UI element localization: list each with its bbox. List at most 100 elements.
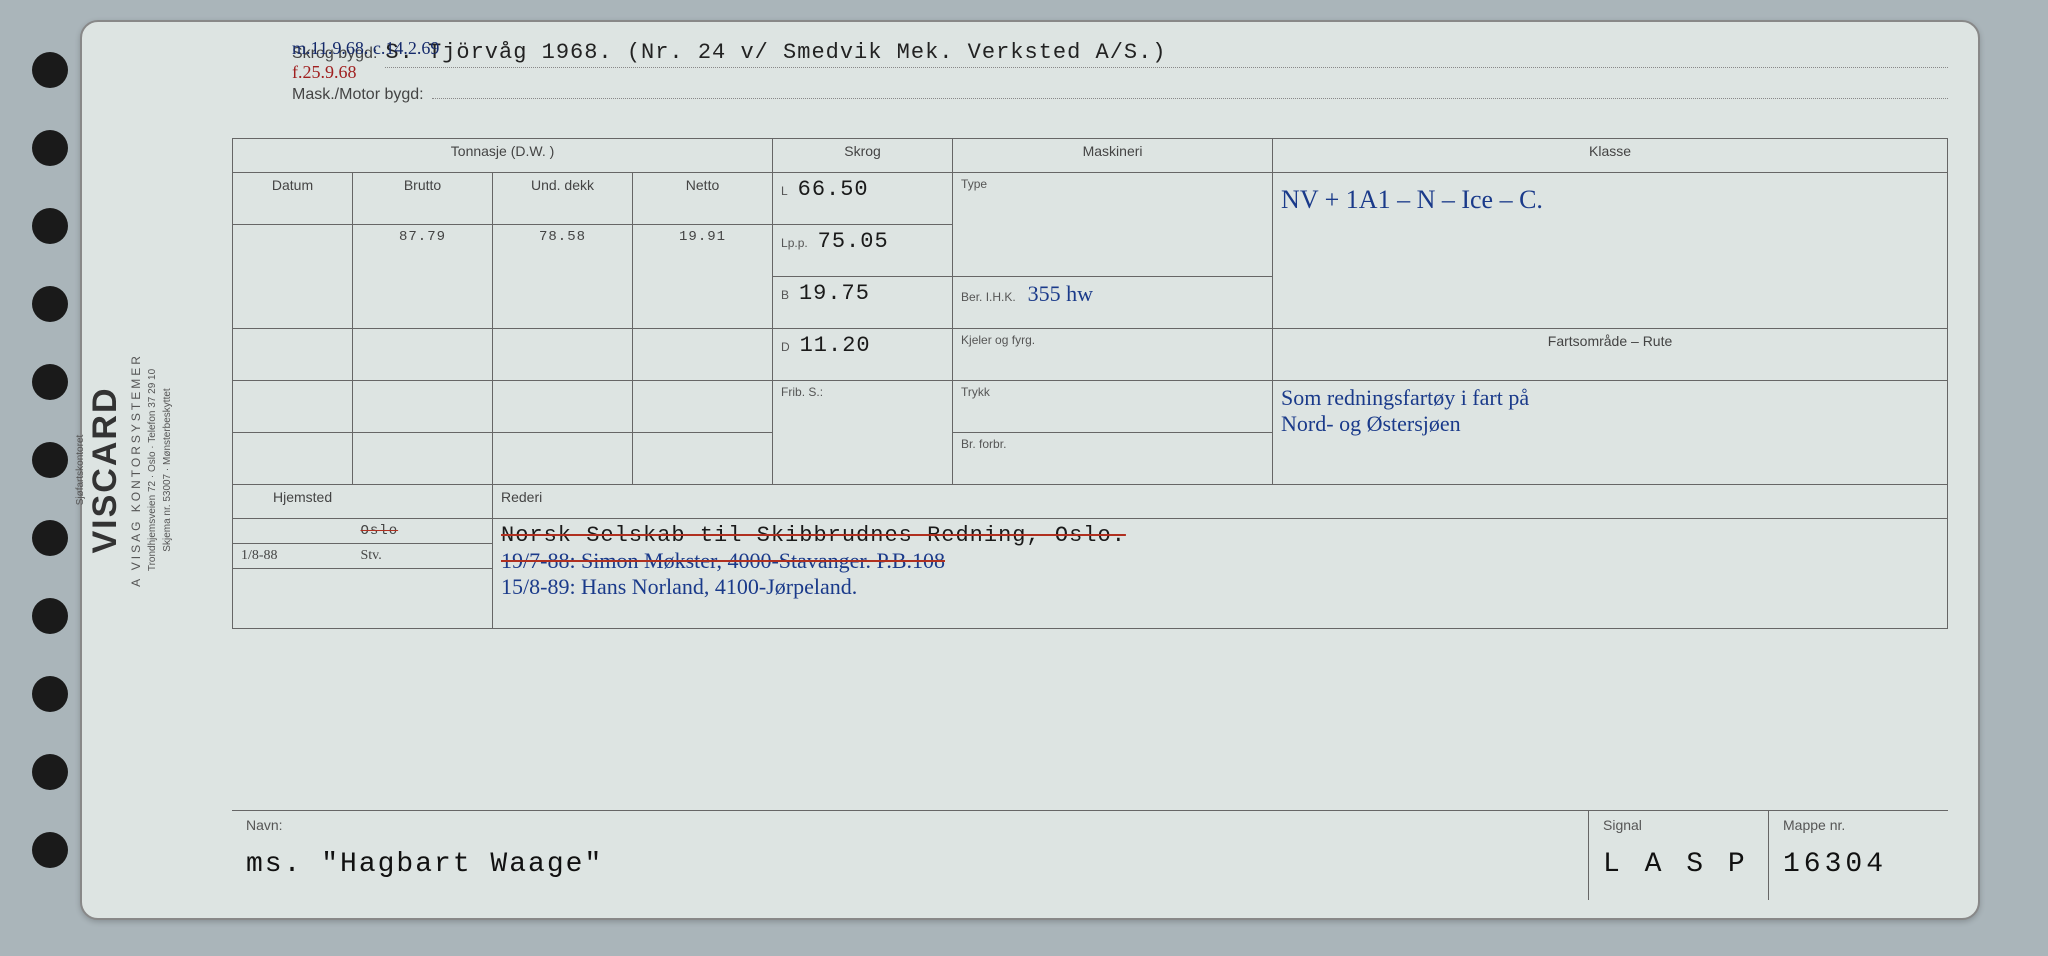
brutto-value: 87.79 — [353, 225, 493, 329]
empty-cell — [353, 329, 493, 381]
hjemsted-date-1 — [233, 519, 353, 544]
ber-ihk-label: Ber. I.H.K. — [961, 290, 1016, 304]
navn-cell: Navn: ms. "Hagbart Waage" — [232, 811, 1588, 900]
ber-ihk-cell: Ber. I.H.K. 355 hw — [953, 277, 1273, 329]
hole — [32, 598, 68, 634]
mappe-label: Mappe nr. — [1783, 817, 1934, 833]
br-forbr-label: Br. forbr. — [961, 437, 1264, 451]
netto-header: Netto — [633, 173, 773, 225]
trykk-cell: Trykk — [953, 381, 1273, 433]
und-dekk-value: 78.58 — [493, 225, 633, 329]
empty-cell — [353, 569, 493, 629]
main-table: Tonnasje (D.W. ) Skrog Maskineri Klasse … — [232, 138, 1948, 629]
D-value: 11.20 — [800, 333, 871, 358]
brand-logo: VISCARD — [86, 120, 125, 820]
hole — [32, 676, 68, 712]
empty-cell — [493, 381, 633, 433]
skrog-B-cell: B 19.75 — [773, 277, 953, 329]
skrog-bygd-value: S. Tjörvåg 1968. (Nr. 24 v/ Smedvik Mek.… — [385, 40, 1948, 68]
D-prefix: D — [781, 340, 790, 354]
rederi-line3: 15/8-89: Hans Norland, 4100-Jørpeland. — [501, 574, 1939, 600]
L-prefix: L — [781, 184, 788, 198]
bottom-row: Navn: ms. "Hagbart Waage" Signal L A S P… — [232, 810, 1948, 900]
signal-label: Signal — [1603, 817, 1754, 833]
skrog-Lpp-cell: Lp.p. 75.05 — [773, 225, 953, 277]
netto-value: 19.91 — [633, 225, 773, 329]
empty-cell — [233, 433, 353, 485]
empty-cell — [353, 433, 493, 485]
hole — [32, 130, 68, 166]
fartsomrade-line2: Nord- og Østersjøen — [1281, 411, 1939, 437]
mappe-value: 16304 — [1783, 849, 1934, 880]
tonnasje-header: Tonnasje (D.W. ) — [233, 139, 773, 173]
empty-cell — [233, 381, 353, 433]
hjemsted-date-2: 1/8-88 — [233, 544, 353, 569]
kjeler-label: Kjeler og fyrg. — [961, 333, 1264, 347]
kjeler-cell: Kjeler og fyrg. — [953, 329, 1273, 381]
Lpp-value: 75.05 — [818, 229, 889, 254]
rederi-cell: Norsk Selskab til Skibbrudnes Redning, O… — [493, 519, 1948, 629]
binder-holes — [32, 52, 68, 910]
empty-cell — [233, 569, 353, 629]
type-cell: Type — [953, 173, 1273, 277]
brand-addr: Trondhjemsveien 72 · Oslo · Telefon 37 2… — [147, 120, 158, 820]
hole — [32, 754, 68, 790]
datum-value — [233, 225, 353, 329]
margin-note-2: f.25.9.68 — [292, 62, 357, 83]
mappe-cell: Mappe nr. 16304 — [1768, 811, 1948, 900]
mask-motor-row: Mask./Motor bygd: — [232, 86, 1948, 132]
brand-sub: A VISAG KONTORSYSTEMER — [129, 120, 143, 820]
klasse-value: NV + 1A1 – N – Ice – C. — [1281, 185, 1939, 215]
maskineri-header: Maskineri — [953, 139, 1273, 173]
trykk-label: Trykk — [961, 385, 1264, 399]
hole — [32, 364, 68, 400]
empty-cell — [353, 381, 493, 433]
L-value: 66.50 — [798, 177, 869, 202]
content-area: m.11.9.68. c.14.2.69 f.25.9.68 Skrog byg… — [232, 40, 1948, 900]
navn-value: ms. "Hagbart Waage" — [246, 849, 1574, 880]
skrog-header: Skrog — [773, 139, 953, 173]
B-value: 19.75 — [799, 281, 870, 306]
hole — [32, 832, 68, 868]
hole — [32, 442, 68, 478]
klasse-header: Klasse — [1273, 139, 1948, 173]
mask-motor-value — [432, 96, 1948, 99]
klasse-cell: NV + 1A1 – N – Ice – C. — [1273, 173, 1948, 329]
brand-skjema: Skjema nr. 53007 · Mønsterbeskyttet — [162, 120, 173, 820]
skrog-D-cell: D 11.20 — [773, 329, 953, 381]
hjemsted-place-2: Stv. — [353, 544, 493, 569]
ber-ihk-value: 355 hw — [1028, 281, 1093, 306]
B-prefix: B — [781, 288, 789, 302]
br-forbr-cell: Br. forbr. — [953, 433, 1273, 485]
empty-cell — [633, 381, 773, 433]
brand-side: Sjøfartskontoret — [75, 120, 86, 820]
fartsomrade-header: Fartsområde – Rute — [1273, 329, 1948, 381]
type-label: Type — [961, 177, 1264, 191]
brutto-header: Brutto — [353, 173, 493, 225]
hole — [32, 208, 68, 244]
empty-cell — [633, 329, 773, 381]
hole — [32, 52, 68, 88]
navn-label: Navn: — [246, 817, 1574, 833]
hole — [32, 286, 68, 322]
margin-note-1: m.11.9.68. c.14.2.69 — [292, 38, 439, 59]
rederi-line1: Norsk Selskab til Skibbrudnes Redning, O… — [501, 523, 1939, 548]
Lpp-prefix: Lp.p. — [781, 236, 808, 250]
brand-vertical: Sjøfartskontoret VISCARD A VISAG KONTORS… — [71, 120, 173, 820]
hjemsted-place-1: Oslo — [353, 519, 493, 544]
hole — [32, 520, 68, 556]
rederi-line2: 19/7-88: Simon Møkster, 4000-Stavanger. … — [501, 548, 1939, 574]
datum-header: Datum — [233, 173, 353, 225]
frib-label: Frib. S.: — [781, 385, 944, 399]
mask-motor-label: Mask./Motor bygd: — [292, 86, 424, 104]
skrog-L-cell: L 66.50 — [773, 173, 953, 225]
skrog-bygd-row: Skrog bygd: S. Tjörvåg 1968. (Nr. 24 v/ … — [232, 40, 1948, 86]
empty-cell — [633, 433, 773, 485]
frib-cell: Frib. S.: — [773, 381, 953, 485]
fartsomrade-cell: Som redningsfartøy i fart på Nord- og Øs… — [1273, 381, 1948, 485]
signal-value: L A S P — [1603, 849, 1754, 880]
rederi-header: Rederi — [493, 485, 1948, 519]
signal-cell: Signal L A S P — [1588, 811, 1768, 900]
fartsomrade-line1: Som redningsfartøy i fart på — [1281, 385, 1939, 411]
empty-cell — [493, 433, 633, 485]
